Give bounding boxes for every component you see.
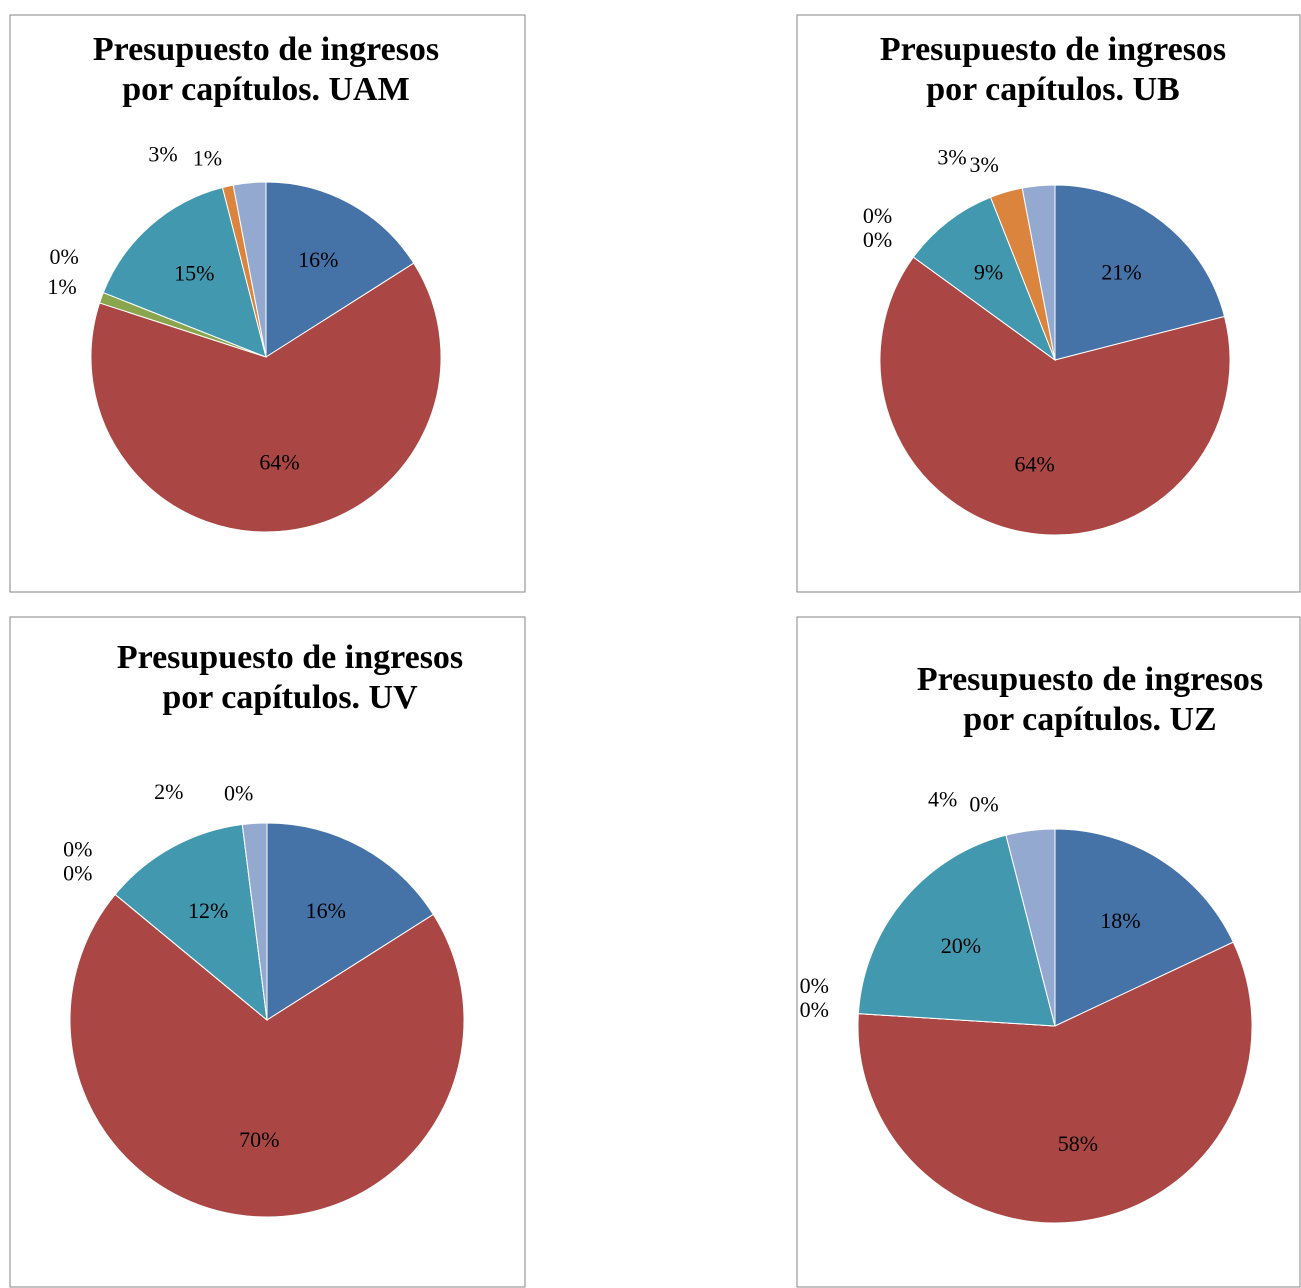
data-label: 64% bbox=[1015, 452, 1055, 477]
data-label: 1% bbox=[193, 146, 222, 171]
data-label: 15% bbox=[174, 261, 214, 286]
pie-slice bbox=[879, 256, 1231, 536]
pie-slice bbox=[857, 941, 1253, 1224]
chart-title: por capítulos. UV bbox=[162, 679, 418, 716]
data-label: 16% bbox=[298, 247, 338, 272]
data-label: 20% bbox=[941, 933, 981, 958]
pie-slice bbox=[1021, 184, 1056, 361]
pie-slice bbox=[114, 823, 268, 1022]
chart-title: Presupuesto de ingresos bbox=[93, 31, 439, 68]
chart-title: Presupuesto de ingresos bbox=[917, 661, 1263, 698]
data-label: 0% bbox=[50, 244, 79, 269]
pie-slice bbox=[1005, 828, 1056, 1027]
pie-slice bbox=[912, 196, 1057, 362]
pie-slice bbox=[102, 186, 267, 358]
data-label: 0% bbox=[63, 837, 92, 862]
data-label: 1% bbox=[47, 274, 76, 299]
chart-title: por capítulos. UZ bbox=[963, 701, 1216, 738]
data-label: 0% bbox=[800, 997, 829, 1022]
data-label: 9% bbox=[974, 259, 1003, 284]
data-label: 64% bbox=[259, 450, 299, 475]
data-label: 70% bbox=[239, 1127, 279, 1152]
data-label: 3% bbox=[937, 145, 966, 170]
data-label: 0% bbox=[63, 861, 92, 886]
data-label: 0% bbox=[863, 203, 892, 228]
chart-title: Presupuesto de ingresos bbox=[880, 31, 1226, 68]
pie-slice bbox=[1054, 828, 1234, 1027]
pie-slice bbox=[232, 181, 267, 358]
pie-slice bbox=[857, 834, 1056, 1027]
data-label: 0% bbox=[969, 792, 998, 817]
chart-title: por capítulos. UAM bbox=[122, 71, 409, 108]
pie-slice bbox=[1054, 184, 1226, 361]
chart-title: Presupuesto de ingresos bbox=[117, 639, 463, 676]
data-label: 0% bbox=[800, 973, 829, 998]
pie-slice bbox=[266, 822, 435, 1021]
data-label: 16% bbox=[306, 898, 346, 923]
data-label: 0% bbox=[224, 780, 253, 805]
data-label: 12% bbox=[188, 898, 228, 923]
data-label: 21% bbox=[1101, 259, 1141, 284]
pie-slice bbox=[265, 181, 415, 358]
data-label: 3% bbox=[970, 152, 999, 177]
pie-slice bbox=[69, 893, 465, 1218]
data-label: 4% bbox=[928, 786, 957, 811]
data-label: 58% bbox=[1058, 1131, 1098, 1156]
chart-title: por capítulos. UB bbox=[926, 71, 1179, 108]
data-label: 18% bbox=[1100, 908, 1140, 933]
data-label: 3% bbox=[148, 142, 177, 167]
data-label: 0% bbox=[863, 227, 892, 252]
data-label: 2% bbox=[154, 779, 183, 804]
pie-slice bbox=[241, 822, 268, 1021]
pie-slice bbox=[90, 262, 442, 533]
